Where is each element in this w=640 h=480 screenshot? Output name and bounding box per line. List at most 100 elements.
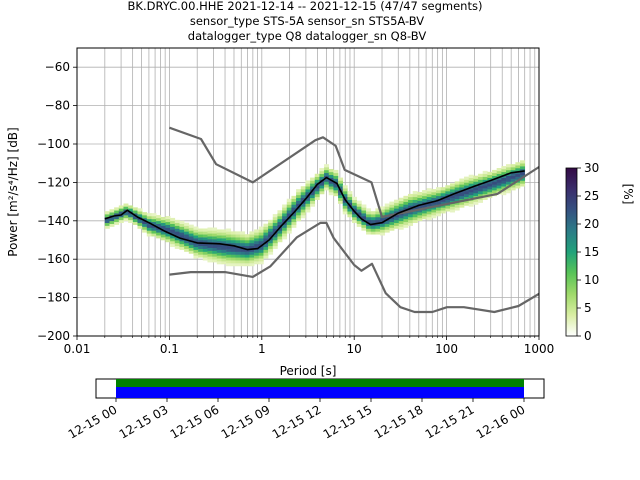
density-cell bbox=[482, 188, 488, 192]
density-cell bbox=[408, 193, 414, 198]
density-cell bbox=[221, 246, 227, 250]
density-cell bbox=[352, 208, 358, 212]
density-cell bbox=[394, 216, 400, 221]
density-cell bbox=[319, 176, 325, 180]
density-cell bbox=[482, 176, 488, 180]
density-cell bbox=[464, 191, 470, 195]
density-cell bbox=[352, 219, 358, 224]
density-cell bbox=[207, 259, 213, 263]
density-cell bbox=[440, 198, 446, 202]
density-cell bbox=[151, 230, 157, 234]
density-cell bbox=[403, 218, 409, 223]
density-cell bbox=[202, 251, 208, 255]
density-cell bbox=[380, 212, 386, 216]
coverage-tick-label: 12-15 00 bbox=[66, 402, 120, 441]
density-cell bbox=[282, 213, 288, 217]
density-cell bbox=[263, 255, 269, 259]
density-cell bbox=[193, 255, 199, 259]
density-cell bbox=[221, 261, 227, 265]
density-cell bbox=[272, 216, 278, 221]
density-cell bbox=[240, 237, 246, 241]
density-cell bbox=[174, 240, 180, 244]
density-cell bbox=[328, 192, 334, 196]
density-cell bbox=[426, 188, 432, 192]
density-cell bbox=[188, 236, 194, 240]
density-cell bbox=[216, 232, 222, 236]
density-cell bbox=[137, 222, 143, 226]
density-cell bbox=[258, 255, 264, 259]
density-cell bbox=[244, 260, 250, 264]
density-cell bbox=[230, 251, 236, 255]
density-cell bbox=[492, 190, 497, 194]
density-cell bbox=[272, 225, 278, 229]
density-cell bbox=[109, 223, 115, 227]
density-cell bbox=[417, 215, 423, 219]
y-tick-label: −100 bbox=[37, 137, 70, 151]
density-cell bbox=[422, 192, 428, 197]
coverage-tick-label: 12-15 15 bbox=[321, 402, 375, 441]
density-cell bbox=[300, 206, 306, 210]
density-cell bbox=[417, 197, 423, 201]
density-cell bbox=[132, 210, 138, 214]
density-cell bbox=[240, 248, 246, 252]
density-cell bbox=[226, 263, 232, 267]
density-cell bbox=[384, 209, 390, 213]
density-cell bbox=[221, 232, 227, 236]
density-cell bbox=[422, 190, 428, 194]
density-cell bbox=[174, 228, 180, 232]
density-cell bbox=[244, 245, 250, 249]
density-cell bbox=[202, 240, 208, 244]
density-cell bbox=[408, 219, 414, 224]
density-cell bbox=[230, 260, 236, 264]
density-cell bbox=[356, 212, 362, 216]
density-cell bbox=[170, 238, 176, 242]
density-cell bbox=[286, 230, 292, 234]
density-cell bbox=[347, 205, 353, 209]
coverage-tick-label: 12-15 18 bbox=[372, 402, 426, 441]
density-cell bbox=[207, 250, 213, 254]
density-cell bbox=[478, 176, 483, 180]
density-cell bbox=[179, 243, 185, 248]
density-cell bbox=[258, 232, 264, 236]
density-cell bbox=[450, 206, 456, 210]
title-line-2: sensor_type STS-5A sensor_sn STS5A-BV bbox=[190, 14, 424, 28]
density-cell bbox=[165, 216, 171, 220]
density-cell bbox=[454, 187, 460, 191]
coverage-tick-label: 12-16 00 bbox=[474, 402, 528, 441]
density-cell bbox=[412, 193, 418, 198]
density-cell bbox=[342, 202, 348, 206]
density-cell bbox=[356, 223, 362, 227]
density-cell bbox=[496, 176, 502, 180]
density-cell bbox=[249, 248, 255, 252]
density-cell bbox=[118, 208, 124, 212]
density-cell bbox=[510, 172, 516, 176]
density-cell bbox=[249, 231, 255, 235]
density-cell bbox=[328, 168, 334, 173]
density-cell bbox=[426, 214, 432, 218]
density-cell bbox=[184, 222, 190, 226]
density-cell bbox=[277, 233, 283, 237]
density-cell bbox=[188, 227, 194, 231]
density-cell bbox=[408, 222, 414, 226]
density-cell bbox=[389, 207, 395, 211]
density-cell bbox=[277, 236, 283, 240]
density-cell bbox=[506, 169, 511, 174]
density-cell bbox=[216, 255, 222, 259]
density-cell bbox=[235, 242, 241, 247]
density-cell bbox=[277, 210, 283, 214]
density-cell bbox=[277, 213, 283, 217]
density-cell bbox=[174, 245, 180, 249]
density-cell bbox=[398, 223, 404, 227]
density-cell bbox=[202, 237, 208, 241]
density-cell bbox=[468, 177, 474, 181]
density-cell bbox=[333, 172, 339, 176]
density-cell bbox=[216, 258, 222, 262]
density-cell bbox=[394, 222, 400, 226]
density-cell bbox=[366, 211, 372, 215]
density-cell bbox=[296, 200, 302, 204]
density-cell bbox=[370, 211, 376, 215]
density-cell bbox=[370, 231, 376, 235]
density-cell bbox=[468, 183, 474, 187]
density-cell bbox=[174, 225, 180, 229]
density-cell bbox=[506, 164, 511, 168]
